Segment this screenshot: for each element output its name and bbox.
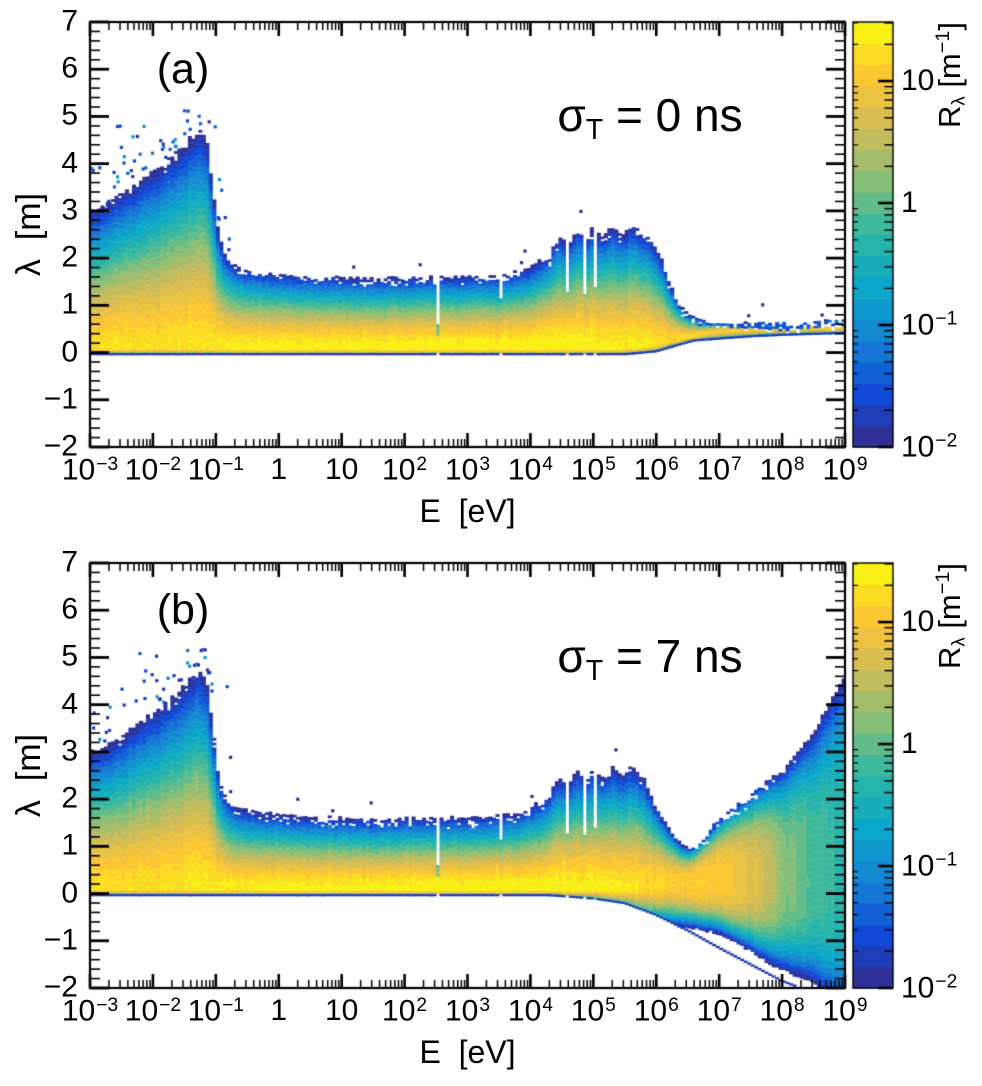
cb-title-exp: −1 [932,30,955,54]
x-tick-label: 102 [382,994,428,1028]
x-tick-label: 10−3 [61,994,119,1028]
cb-title-sub: λ [947,637,969,647]
y-tick-label: 2 [61,240,78,274]
x-tick-label: 10−1 [187,453,244,487]
cb-title-close: ] [932,563,967,572]
panel-letter-b: (b) [128,589,238,632]
x-tick-label: 108 [759,453,805,487]
x-tick-label: 10−2 [124,994,182,1028]
y-tick-label: 3 [61,734,78,768]
x-tick-label: 1 [270,453,288,486]
x-tick-label: 102 [382,453,428,487]
y-tick-label: 4 [61,146,78,180]
sigma-value: = 7 ns [603,630,743,682]
colorbar-tick-label: 10−1 [901,308,958,342]
annotation-sigma-b: σT = 7 ns [440,633,860,686]
cb-title-unit: [m [932,53,967,97]
x-tick-label: 104 [507,453,553,487]
y-tick-label: −2 [43,429,78,463]
colorbar-tick-label: 1 [901,186,918,220]
annotation-sigma-a: σT = 0 ns [440,92,860,145]
x-axis-title-b: E [eV] [419,1034,516,1070]
sigma-subscript: T [585,654,604,687]
x-tick-label: 10−2 [124,453,182,487]
x-tick-label: 10 [324,994,359,1027]
y-tick-label: 7 [61,545,78,579]
x-tick-label: 106 [633,994,679,1028]
x-tick-label: 109 [822,994,868,1028]
x-tick-label: 104 [507,994,553,1028]
x-tick-label: 109 [822,453,868,487]
y-tick-label: 0 [61,334,78,368]
y-tick-label: −2 [43,970,78,1004]
cb-title-close: ] [932,22,967,31]
cb-title-main: R [932,646,967,669]
sigma-symbol: σ [557,89,586,141]
x-tick-label: 105 [570,994,616,1028]
x-tick-label: 10−1 [187,994,244,1028]
x-tick-label: 1 [270,994,288,1027]
x-tick-label: 106 [633,453,679,487]
y-tick-label: 6 [61,51,78,85]
colorbar-tick-label: 10 [901,605,935,639]
colorbar-title-a: Rλ [m−1] [932,16,974,447]
y-tick-label: 3 [61,193,78,227]
x-tick-label: 10 [324,453,359,486]
x-tick-label: 108 [759,994,805,1028]
y-tick-label: 5 [61,639,78,673]
x-axis-title-a: E [eV] [419,493,516,529]
colorbar-tick-label: 1 [901,727,918,761]
y-tick-label: 6 [61,592,78,626]
panel-letter-a: (a) [128,48,238,91]
y-tick-label: 2 [61,781,78,815]
panel-letter-a-text: (a) [156,45,210,93]
y-tick-label: 0 [61,875,78,909]
x-tick-label: 10−3 [61,453,119,487]
y-tick-label: 7 [61,4,78,38]
cb-title-main: R [932,105,967,128]
cb-title-sub: λ [947,96,969,106]
x-tick-label: 107 [696,453,742,487]
cb-title-unit: [m [932,594,967,638]
y-tick-label: −1 [43,382,78,416]
y-tick-label: 5 [61,98,78,132]
colorbar-tick-label: 10 [901,64,935,98]
panel-letter-b-text: (b) [156,586,210,634]
y-tick-label: 1 [61,828,78,862]
cb-title-exp: −1 [932,571,955,595]
sigma-subscript: T [585,113,604,146]
colorbar-tick-label: 10−2 [901,971,958,1005]
x-tick-label: 105 [570,453,616,487]
colorbar-tick-label: 10−2 [901,430,958,464]
x-tick-label: 103 [444,994,491,1028]
y-tick-label: 4 [61,687,78,721]
y-tick-label: 1 [61,287,78,321]
colorbar-title-b: Rλ [m−1] [932,557,974,988]
sigma-value: = 0 ns [603,89,743,141]
sigma-symbol: σ [557,630,586,682]
y-tick-label: −1 [43,923,78,957]
x-tick-label: 103 [444,453,491,487]
colorbar-tick-label: 10−1 [901,849,958,883]
x-tick-label: 107 [696,994,742,1028]
